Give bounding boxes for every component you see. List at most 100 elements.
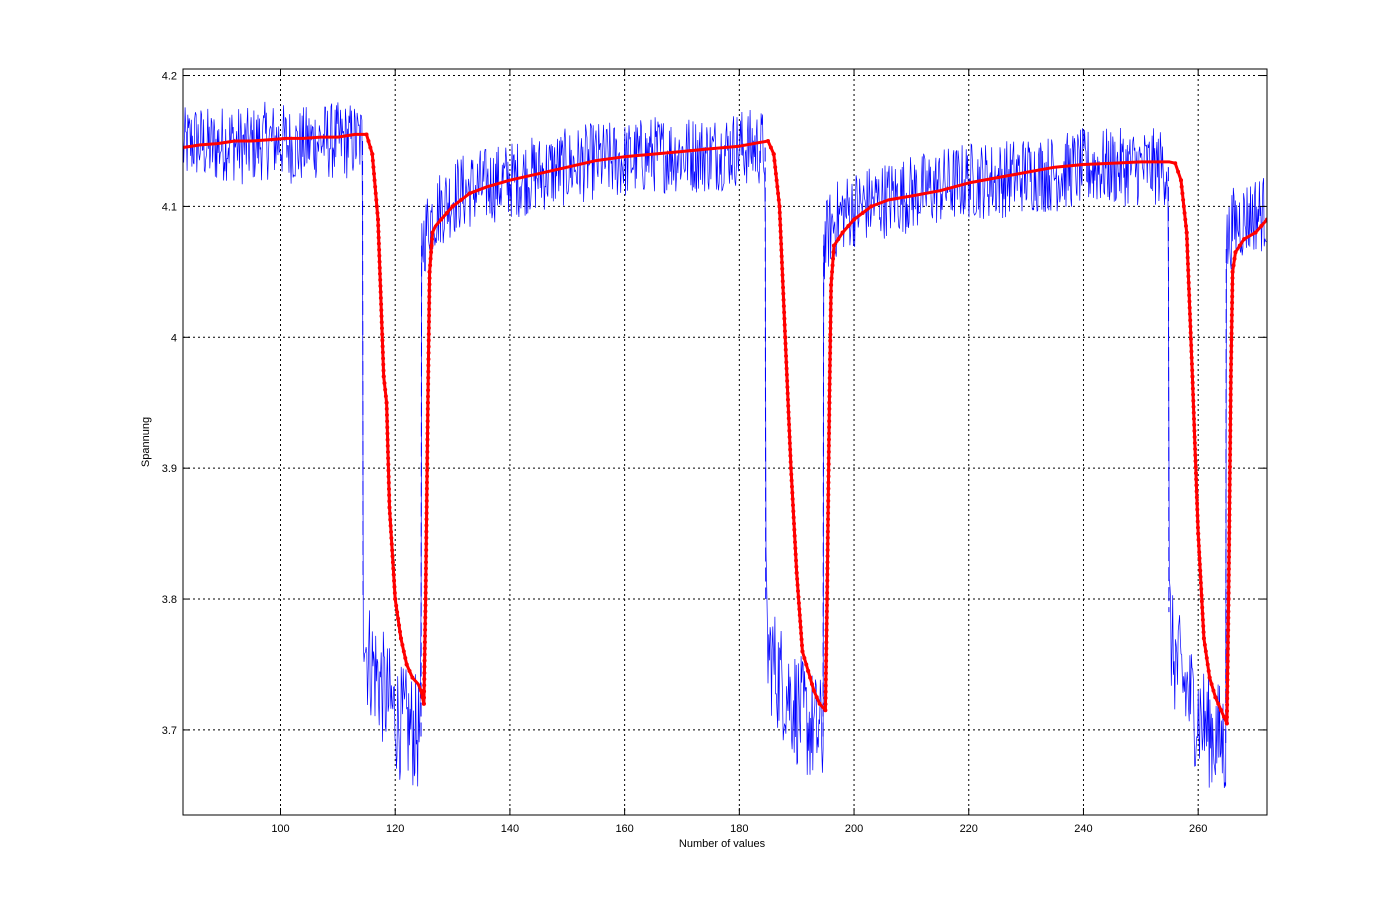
red-data-point (1230, 288, 1235, 293)
red-data-point (799, 637, 804, 642)
red-data-point (1205, 662, 1210, 667)
red-data-point (825, 535, 830, 540)
red-data-point (1186, 286, 1191, 291)
red-data-point (1229, 319, 1234, 324)
red-data-point (1184, 236, 1189, 241)
red-data-point (827, 400, 832, 405)
red-data-point (392, 578, 397, 583)
red-data-point (789, 484, 794, 489)
red-data-point (1226, 572, 1231, 577)
red-data-point (376, 235, 381, 240)
red-data-point (390, 560, 395, 565)
red-data-point (421, 701, 426, 706)
red-data-point (1202, 642, 1207, 647)
red-data-point (1179, 184, 1184, 189)
red-data-point (427, 313, 432, 318)
red-data-point (1194, 483, 1199, 488)
red-data-point (1229, 306, 1234, 311)
red-data-point (825, 572, 830, 577)
red-data-point (426, 338, 431, 343)
red-data-point (397, 629, 402, 634)
red-data-point (1185, 243, 1190, 248)
data-series (183, 101, 1267, 789)
red-data-point (798, 625, 803, 630)
red-data-point (426, 357, 431, 362)
red-data-point (826, 474, 831, 479)
red-data-point (422, 689, 427, 694)
red-data-point (425, 413, 430, 418)
red-data-point (1228, 392, 1233, 397)
red-data-point (796, 588, 801, 593)
red-data-point (424, 511, 429, 516)
red-data-point (1230, 269, 1235, 274)
red-data-point (1227, 512, 1232, 517)
red-data-point (823, 683, 828, 688)
red-data-point (788, 447, 793, 452)
red-data-point (777, 204, 782, 209)
red-data-point (1191, 410, 1196, 415)
red-data-point (793, 552, 798, 557)
red-data-point (1194, 489, 1199, 494)
red-data-point (377, 271, 382, 276)
red-data-point (385, 425, 390, 430)
red-data-point (424, 535, 429, 540)
red-data-point (1195, 525, 1200, 530)
red-data-point (1190, 380, 1195, 385)
red-data-point (791, 509, 796, 514)
red-data-point (1229, 362, 1234, 367)
red-data-point (792, 533, 797, 538)
red-data-point (802, 655, 807, 660)
red-data-point (374, 197, 379, 202)
red-data-point (429, 243, 434, 248)
red-data-point (794, 558, 799, 563)
red-data-point (1225, 696, 1230, 701)
red-data-point (427, 307, 432, 312)
red-data-point (784, 353, 789, 358)
red-data-point (428, 256, 433, 261)
red-data-point (383, 394, 388, 399)
y-tick-label: 4.1 (162, 201, 177, 213)
red-data-point (426, 363, 431, 368)
red-data-point (831, 250, 836, 255)
red-data-point (372, 178, 377, 183)
red-data-point (376, 223, 381, 228)
red-data-point (394, 603, 399, 608)
red-data-point (766, 138, 771, 143)
red-data-point (430, 237, 435, 242)
red-data-point (827, 406, 832, 411)
red-data-point (1228, 380, 1233, 385)
red-data-point (869, 204, 874, 209)
red-data-point (789, 472, 794, 477)
red-data-point (825, 566, 830, 571)
red-data-point (785, 378, 790, 383)
blue-transition-line (764, 147, 767, 600)
red-data-point (392, 584, 397, 589)
red-data-point (811, 688, 816, 693)
red-data-point (423, 634, 428, 639)
red-data-point (1228, 410, 1233, 415)
red-data-point (386, 474, 391, 479)
red-data-point (1206, 669, 1211, 674)
red-data-point (1191, 392, 1196, 397)
red-data-point (826, 511, 831, 516)
red-data-point (1227, 482, 1232, 487)
red-data-point (1231, 263, 1236, 268)
red-data-point (824, 646, 829, 651)
red-data-point (424, 523, 429, 528)
red-data-point (1253, 230, 1258, 235)
red-data-point (373, 184, 378, 189)
x-tick-label: 140 (501, 823, 519, 835)
red-data-point (779, 260, 784, 265)
red-data-point (1199, 599, 1204, 604)
red-data-point (404, 662, 409, 667)
red-data-point (827, 419, 832, 424)
red-data-point (784, 360, 789, 365)
red-data-point (827, 413, 832, 418)
red-data-point (799, 631, 804, 636)
red-data-point (1197, 556, 1202, 561)
red-data-point (1190, 374, 1195, 379)
red-data-point (1187, 311, 1192, 316)
red-data-point (377, 253, 382, 258)
red-data-point (824, 658, 829, 663)
red-data-point (1196, 543, 1201, 548)
